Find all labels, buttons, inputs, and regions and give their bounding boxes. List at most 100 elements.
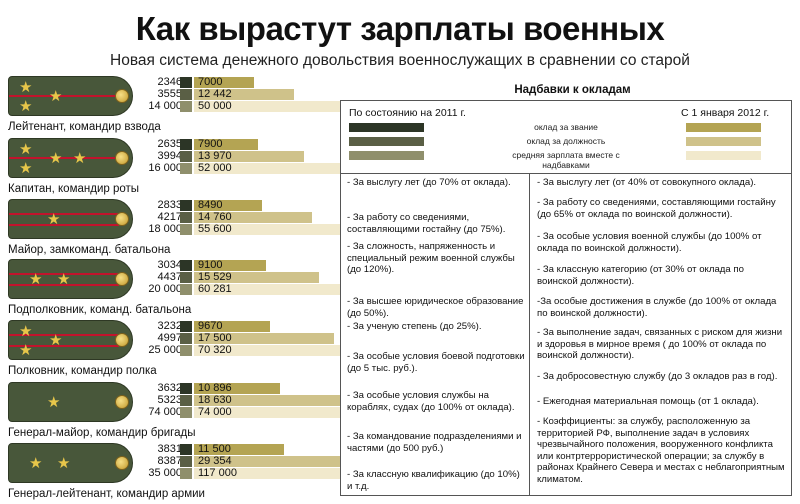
strap-button-icon (115, 395, 129, 409)
old-bar (180, 151, 192, 162)
old-value: 20 000 (148, 283, 182, 295)
new-bar: 29 354 (194, 456, 380, 467)
allowance-item: - За ученую степень (до 25%). (347, 321, 482, 332)
page-subtitle: Новая система денежного довольствия воен… (110, 52, 690, 69)
old-value: 3034 (157, 259, 182, 271)
old-value: 25 000 (148, 344, 182, 356)
new-bar: 9670 (194, 321, 270, 332)
new-bar: 12 442 (194, 89, 294, 100)
legend-item-label: оклад за должность (526, 136, 606, 146)
rank-label: Подполковник, команд. батальона (8, 304, 192, 316)
old-value: 3831 (157, 443, 182, 455)
old-bar (180, 200, 192, 211)
strap-stripe (9, 273, 119, 275)
new-value: 70 320 (198, 344, 232, 356)
star-icon: ★ (47, 211, 61, 228)
allowance-item: - За высшее юридическое образование (до … (347, 296, 524, 319)
allowance-item: - За особые условия боевой подготовки (д… (347, 351, 525, 374)
shoulder-strap-icon: ★ ★ ★ (8, 76, 133, 116)
rank-row: ★ ★ Генерал-лейтенант, командир армии 3831 1… (8, 443, 380, 504)
rank-row: ★ ★ ★ Полковник, командир полка 3232 9670 4997… (8, 320, 404, 382)
new-bar: 74 000 (194, 407, 362, 418)
star-icon: ★ (57, 271, 71, 288)
new-value: 10 896 (198, 382, 232, 394)
old-bar (180, 395, 192, 406)
rank-row: ★ Майор, замкоманд. батальона 2833 8490 4217… (8, 199, 380, 261)
divider (341, 173, 791, 174)
new-value: 17 500 (198, 332, 232, 344)
old-value: 2346 (157, 76, 182, 88)
allowance-item: - За работу со сведениями, составляющими… (537, 197, 776, 220)
allowance-item: - За классную категорию (от 30% от оклад… (537, 264, 744, 287)
strap-stripe (9, 334, 119, 336)
legend-title: Надбавки к окладам (514, 84, 631, 96)
new-bar: 55 600 (194, 224, 380, 235)
rank-row: ★ ★ ★ Лейтенант, командир взвода 2346 7000 355… (8, 76, 384, 138)
old-value: 2635 (157, 138, 182, 150)
old-value: 3632 (157, 382, 182, 394)
legend-old-label: По состоянию на 2011 г. (349, 107, 466, 119)
rank-label: Капитан, командир роты (8, 183, 140, 195)
column-divider (529, 173, 530, 495)
old-value: 5323 (157, 394, 182, 406)
new-value: 12 442 (198, 88, 232, 100)
old-bar (180, 456, 192, 467)
strap-stripe (9, 345, 119, 347)
star-icon: ★ (29, 271, 43, 288)
allowance-item: - За добросовестную службу (до 3 окладов… (537, 371, 778, 382)
star-icon: ★ (19, 342, 33, 359)
new-value: 55 600 (198, 223, 232, 235)
old-value: 8387 (157, 455, 182, 467)
star-icon: ★ (29, 455, 43, 472)
old-bar (180, 163, 192, 174)
page-title: Как вырастут зарплаты военных (135, 10, 665, 47)
new-bar: 52 000 (194, 163, 380, 174)
strap-button-icon (115, 333, 129, 347)
rank-label: Майор, замкоманд. батальона (8, 244, 171, 256)
strap-stripe (9, 284, 119, 286)
shoulder-strap-icon: ★ (8, 199, 133, 239)
old-bar (180, 321, 192, 332)
star-icon: ★ (19, 141, 33, 158)
strap-button-icon (115, 212, 129, 226)
rank-row: ★ ★ Подполковник, команд. батальона 3034 910… (8, 259, 390, 321)
rank-label: Генерал-майор, командир бригады (8, 427, 196, 439)
old-bar (180, 345, 192, 356)
old-bar (180, 224, 192, 235)
allowance-item: -За особые достижения в службе (до 100% … (537, 296, 777, 319)
rank-label: Генерал-лейтенант, командир армии (8, 488, 205, 500)
new-bar: 8490 (194, 200, 262, 211)
strap-button-icon (115, 151, 129, 165)
allowance-panel: По состоянию на 2011 г. С 1 января 2012 … (340, 100, 792, 496)
old-value: 2833 (157, 199, 182, 211)
new-value: 7000 (198, 76, 223, 88)
new-bar: 9100 (194, 260, 266, 271)
new-value: 7900 (198, 138, 223, 150)
star-icon: ★ (47, 394, 61, 411)
old-bar (180, 333, 192, 344)
star-icon: ★ (49, 88, 63, 105)
legend-old-swatch (349, 137, 424, 146)
shoulder-strap-icon: ★ ★ (8, 259, 133, 299)
new-bar: 10 896 (194, 383, 280, 394)
old-bar (180, 407, 192, 418)
old-value: 3232 (157, 320, 182, 332)
allowance-item: - За выполнение задач, связанных с риско… (537, 327, 783, 361)
allowance-item: - За командование подразделениями и част… (347, 431, 522, 454)
legend-old-swatch (349, 151, 424, 160)
new-bar: 13 970 (194, 151, 304, 162)
legend-item-label: средняя зарплата вместе с надбавками (512, 150, 620, 170)
allowance-item: - За особые условия службы на кораблях, … (347, 390, 515, 413)
old-value: 18 000 (148, 223, 182, 235)
old-value: 4997 (157, 332, 182, 344)
legend-new-label: С 1 января 2012 г. (681, 107, 770, 119)
allowance-item: - За классную квалификацию (до 10%) и т.… (347, 469, 520, 492)
new-value: 9100 (198, 259, 223, 271)
new-bar: 7000 (194, 77, 254, 88)
star-icon: ★ (73, 150, 87, 167)
legend-new-swatch (686, 123, 761, 132)
strap-stripe (9, 213, 119, 215)
old-bar (180, 444, 192, 455)
star-icon: ★ (19, 160, 33, 177)
new-value: 15 529 (198, 271, 232, 283)
